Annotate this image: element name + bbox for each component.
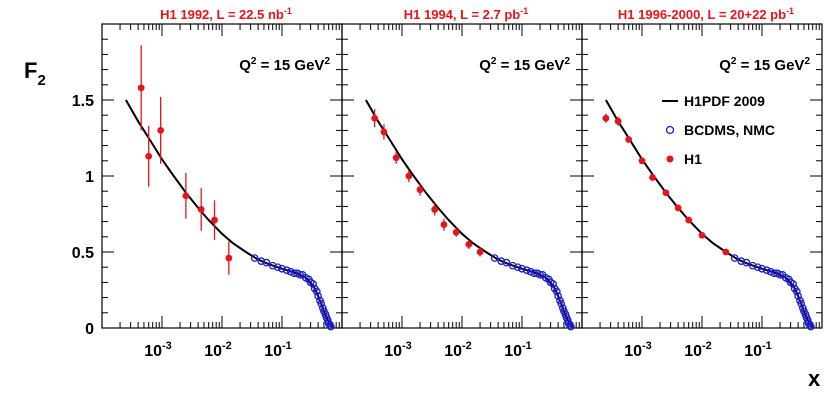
h1-point — [182, 192, 190, 200]
h1-point — [157, 126, 165, 134]
bcdms-nmc-point — [792, 287, 801, 296]
legend-label: H1 — [684, 151, 702, 167]
x-tick-label: 10-3 — [144, 340, 172, 360]
bcdms-nmc-point — [257, 257, 266, 265]
bcdms-nmc-point — [317, 299, 326, 308]
bcdms-nmc-point — [273, 263, 282, 272]
bcdms-nmc-point — [797, 299, 806, 308]
h1-point — [145, 152, 153, 160]
panel-title: H1 1996-2000, L = 20+22 pb-1 — [618, 6, 794, 22]
h1-point — [197, 206, 205, 213]
bcdms-nmc-point — [309, 280, 317, 288]
h1-point — [465, 241, 473, 248]
bcdms-nmc-point — [789, 280, 797, 288]
bcdms-nmc-point — [518, 264, 526, 273]
y-tick-label: 1 — [85, 169, 94, 186]
h1-point — [137, 84, 145, 92]
y-axis-label-subscript: 2 — [37, 72, 45, 89]
bcdms-nmc-point — [522, 266, 531, 275]
h1pdf-curve — [365, 99, 574, 329]
bcdms-nmc-point — [314, 292, 322, 300]
x-tick-label: 10-1 — [264, 340, 292, 360]
bcdms-nmc-point — [730, 254, 739, 262]
bcdms-nmc-point — [497, 257, 506, 265]
x-tick-label: 10-2 — [444, 340, 472, 360]
bcdms-nmc-point — [536, 270, 544, 279]
bcdms-nmc-point — [806, 322, 815, 331]
bcdms-nmc-point — [794, 292, 802, 300]
bcdms-nmc-point — [554, 292, 562, 300]
h1-point — [638, 157, 646, 165]
panel-title: H1 1992, L = 22.5 nb-1 — [160, 6, 292, 22]
x-axis-label: x — [808, 366, 821, 389]
bcdms-nmc-point — [296, 270, 304, 279]
bcdms-nmc-point — [549, 280, 557, 288]
bcdms-nmc-point — [262, 258, 271, 267]
bcdms-nmc-point — [552, 287, 561, 296]
bcdms-nmc-point — [737, 257, 746, 265]
legend-label: BCDMS, NMC — [684, 122, 775, 138]
h1-point — [405, 172, 413, 180]
h1-point — [380, 128, 388, 136]
bcdms-nmc-point — [312, 287, 321, 296]
q2-label: Q2 = 15 GeV2 — [719, 56, 810, 74]
bcdms-nmc-point — [758, 264, 766, 273]
bcdms-nmc-point — [742, 258, 751, 267]
panel-title: H1 1994, L = 2.7 pb-1 — [404, 6, 528, 22]
bcdms-nmc-point — [250, 254, 259, 262]
h1-point — [392, 154, 400, 162]
q2-label: Q2 = 15 GeV2 — [239, 56, 330, 74]
bcdms-nmc-point — [282, 266, 291, 275]
h1-point — [211, 216, 218, 224]
panel-3: H1 1996-2000, L = 20+22 pb-1 Q2 = 15 GeV2… — [581, 6, 823, 360]
h1-point — [440, 221, 448, 229]
h1-point — [649, 174, 656, 181]
x-tick-label: 10-1 — [504, 340, 532, 360]
panel-2: H1 1994, L = 2.7 pb-1 Q2 = 15 GeV2 10-3 10-… — [341, 6, 583, 360]
h1pdf-curve — [125, 99, 334, 329]
bcdms-nmc-point — [278, 264, 286, 273]
bcdms-nmc-point — [502, 258, 511, 267]
legend-label: H1PDF 2009 — [684, 93, 765, 109]
bcdms-nmc-point — [490, 254, 499, 262]
h1-point — [416, 186, 424, 194]
bcdms-nmc-point — [748, 261, 757, 270]
bcdms-nmc-point — [776, 270, 784, 279]
h1-point — [674, 204, 682, 212]
q2-label: Q2 = 15 GeV2 — [479, 56, 570, 74]
bcdms-nmc-point — [326, 322, 335, 331]
bcdms-nmc-point — [268, 261, 277, 270]
bcdms-nmc-point — [762, 266, 771, 275]
x-tick-label: 10-1 — [744, 340, 772, 360]
h1-point — [698, 231, 706, 239]
x-tick-label: 10-2 — [204, 340, 232, 360]
x-tick-label: 10-3 — [384, 340, 412, 360]
legend-swatch-circle — [665, 125, 675, 135]
bcdms-nmc-point — [513, 263, 522, 272]
y-tick-label: 0 — [85, 321, 94, 338]
legend-swatch-dot — [666, 155, 674, 163]
bcdms-nmc-point — [557, 299, 566, 308]
h1-point — [625, 136, 633, 143]
y-tick-label: 0.5 — [72, 245, 94, 262]
h1-point — [225, 254, 233, 262]
h1-point — [602, 114, 610, 122]
h1-point — [476, 248, 484, 256]
bcdms-nmc-point — [566, 322, 575, 331]
bcdms-nmc-point — [508, 261, 517, 270]
h1-point — [452, 228, 460, 236]
h1-point — [662, 189, 670, 197]
h1-point — [431, 206, 439, 213]
bcdms-nmc-point — [753, 263, 762, 272]
h1-point — [722, 248, 730, 256]
y-axis-label: F2 — [24, 58, 46, 89]
y-tick-label: 1.5 — [72, 93, 94, 110]
x-tick-label: 10-3 — [624, 340, 652, 360]
h1-point — [685, 216, 693, 224]
h1-point — [371, 114, 379, 122]
h1-point — [614, 117, 622, 125]
x-tick-label: 10-2 — [684, 340, 712, 360]
